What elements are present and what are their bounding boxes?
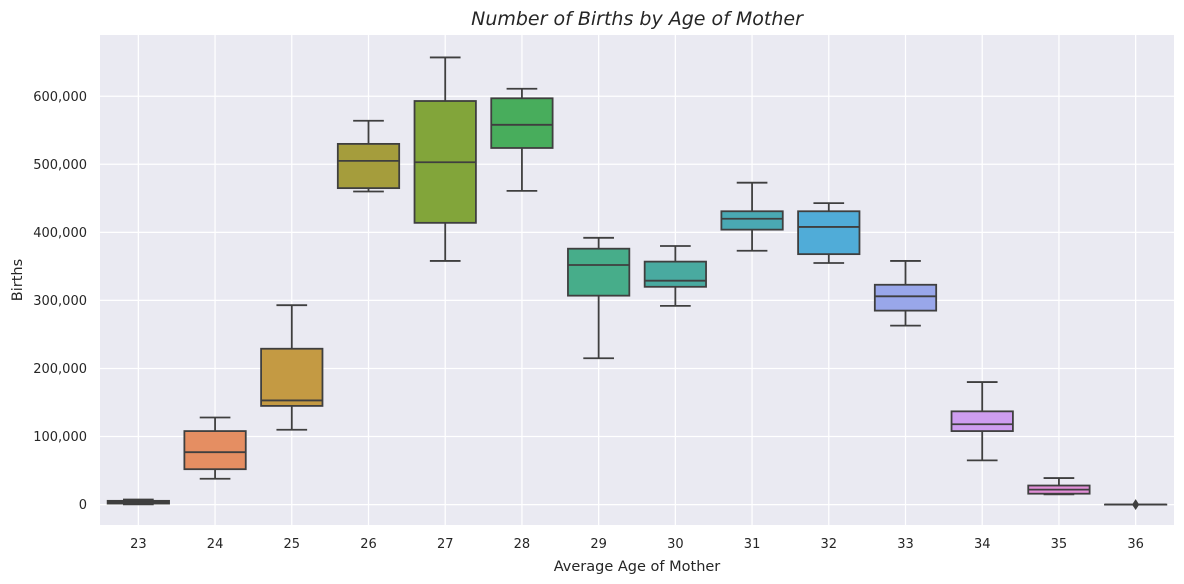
- x-tick-label: 31: [744, 537, 761, 552]
- box-iqr: [567, 247, 631, 297]
- y-tick-labels: 0 100,000 200,000 300,000 400,000 500,000 600,…: [33, 90, 87, 513]
- y-tick-label: 100,000: [33, 430, 87, 445]
- x-tick-label: 35: [1051, 537, 1068, 552]
- box-group-31: [720, 181, 784, 252]
- box-iqr: [797, 210, 861, 256]
- y-tick-label: 600,000: [33, 90, 87, 105]
- box-iqr: [950, 410, 1014, 432]
- x-tick-label: 29: [590, 537, 607, 552]
- box-group-27: [413, 56, 477, 262]
- box-iqr: [720, 210, 784, 231]
- box-group-29: [567, 236, 631, 360]
- x-tick-label: 25: [284, 537, 301, 552]
- x-tick-label: 34: [974, 537, 991, 552]
- box-group-32: [797, 202, 861, 264]
- y-tick-label: 400,000: [33, 226, 87, 241]
- box-group-33: [873, 260, 938, 327]
- x-tick-label: 30: [667, 537, 684, 552]
- boxes: [106, 56, 1168, 510]
- y-axis-label: Births: [10, 259, 26, 301]
- plot-background: [100, 35, 1174, 525]
- y-tick-label: 500,000: [33, 158, 87, 173]
- x-tick-label: 26: [360, 537, 377, 552]
- box-iqr: [260, 347, 324, 407]
- x-tick-label: 28: [514, 537, 531, 552]
- box-iqr: [336, 142, 401, 190]
- x-tick-label: 36: [1127, 537, 1144, 552]
- box-iqr: [643, 260, 707, 288]
- box-group-25: [260, 304, 324, 431]
- x-tick-label: 32: [821, 537, 838, 552]
- x-tick-labels: 23 24 25 26 27 28 29 30 31 32 33 34 35 36: [130, 537, 1144, 552]
- x-tick-label: 27: [437, 537, 454, 552]
- outlier-marker: [1132, 499, 1140, 510]
- chart-title: Number of Births by Age of Mother: [471, 8, 804, 30]
- box-group-35: [1027, 477, 1091, 496]
- box-group-24: [183, 416, 247, 480]
- box-iqr: [490, 97, 554, 149]
- box-group-36: [1104, 499, 1168, 510]
- box-group-30: [643, 245, 707, 307]
- box-group-26: [336, 119, 401, 193]
- x-tick-label: 24: [207, 537, 224, 552]
- box-group-23: [106, 498, 170, 506]
- box-iqr: [183, 430, 247, 471]
- y-tick-label: 0: [79, 498, 87, 513]
- x-tick-label: 33: [897, 537, 914, 552]
- x-axis-label: Average Age of Mother: [554, 559, 721, 575]
- box-iqr: [873, 283, 938, 312]
- y-tick-label: 200,000: [33, 362, 87, 377]
- box-group-34: [950, 381, 1014, 462]
- x-tick-label: 23: [130, 537, 147, 552]
- y-tick-label: 300,000: [33, 294, 87, 309]
- box-group-28: [490, 87, 554, 192]
